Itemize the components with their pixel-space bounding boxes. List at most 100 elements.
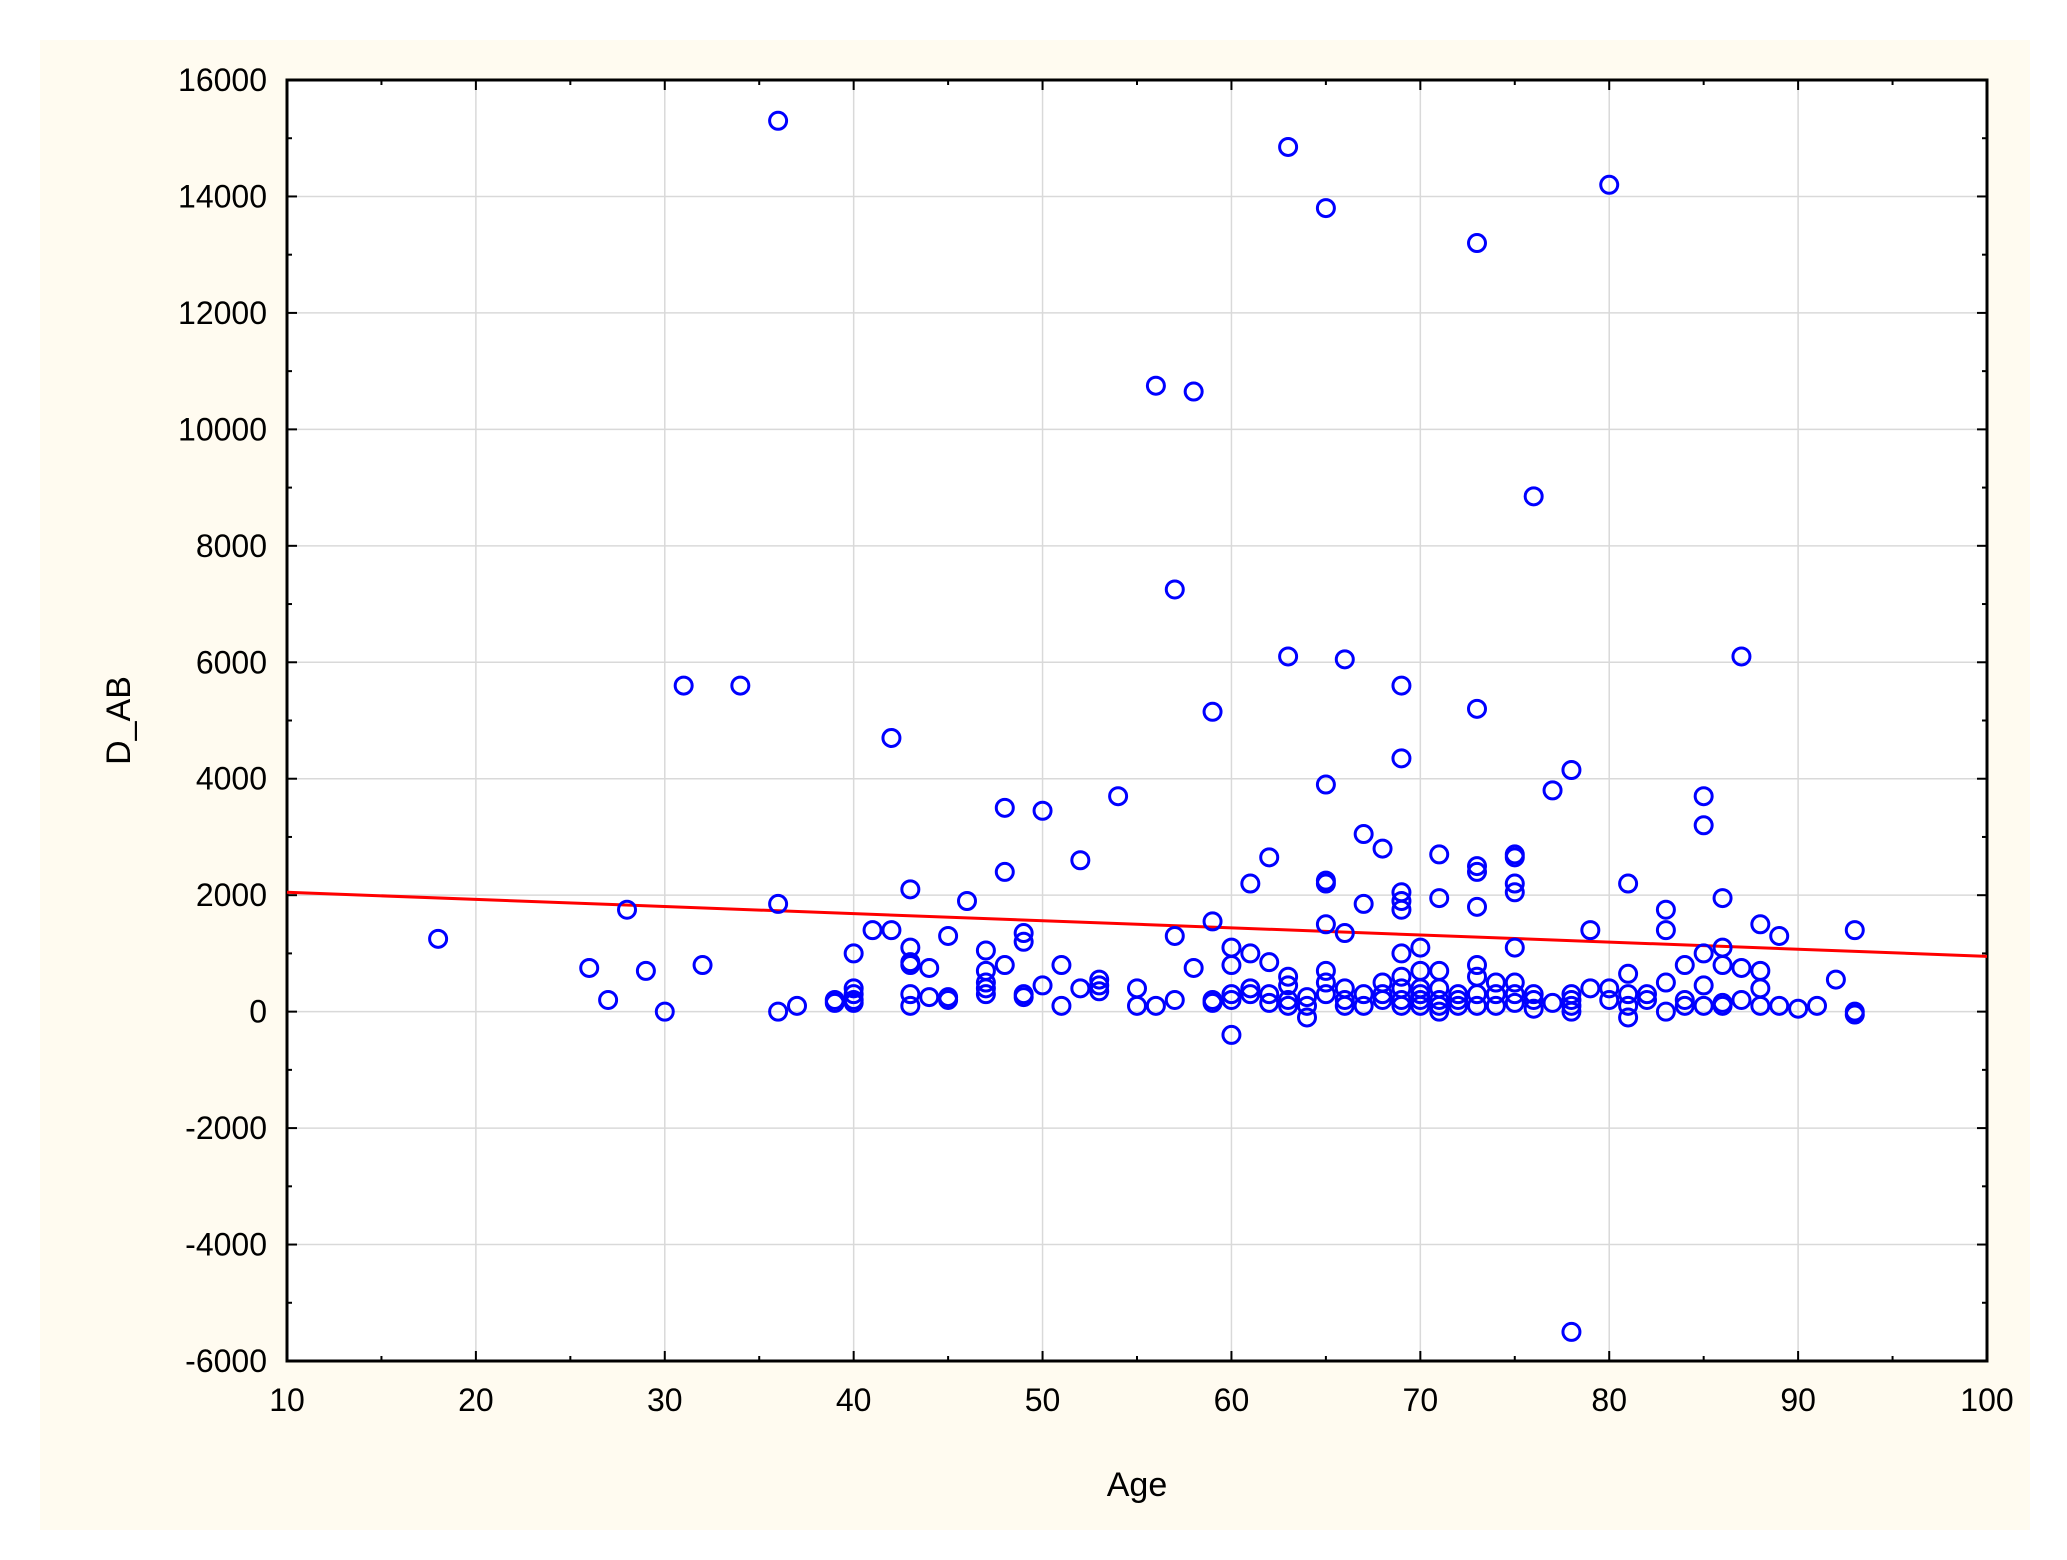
- data-point: [1618, 1007, 1639, 1028]
- data-point: [1334, 923, 1355, 944]
- data-point: [1013, 987, 1034, 1008]
- data-point: [1561, 995, 1582, 1016]
- data-point: [1429, 844, 1450, 865]
- data-point: [730, 675, 751, 696]
- data-point: [768, 110, 789, 131]
- data-point: [1618, 984, 1639, 1005]
- data-point: [1334, 989, 1355, 1010]
- data-point: [1731, 646, 1752, 667]
- x-tick-label: 100: [1960, 1382, 2013, 1418]
- data-point: [1467, 861, 1487, 882]
- data-point: [1523, 486, 1544, 507]
- y-tick-label: -4000: [185, 1227, 267, 1263]
- data-point: [1315, 873, 1336, 894]
- data-point: [824, 989, 845, 1010]
- data-point: [1504, 847, 1525, 868]
- data-point: [1391, 891, 1412, 912]
- data-point: [1825, 969, 1846, 990]
- data-point: [843, 989, 864, 1010]
- data-point: [428, 928, 449, 949]
- data-point: [1221, 989, 1242, 1010]
- data-point: [1353, 824, 1374, 845]
- data-point: [1485, 984, 1506, 1005]
- data-point: [994, 797, 1015, 818]
- data-point: [1051, 995, 1072, 1016]
- data-point: [1372, 984, 1393, 1005]
- data-point: [1655, 1001, 1676, 1022]
- data-point: [1334, 649, 1355, 670]
- data-point: [1788, 998, 1809, 1019]
- data-point: [938, 989, 959, 1010]
- data-point: [1561, 1321, 1582, 1342]
- data-point: [1844, 1004, 1865, 1025]
- y-tick-label: 0: [249, 994, 267, 1030]
- y-tick-label: 16000: [178, 62, 267, 98]
- x-tick-label: 20: [458, 1382, 494, 1418]
- data-point: [692, 955, 713, 976]
- data-point: [1429, 989, 1450, 1010]
- data-point: [1693, 995, 1714, 1016]
- x-tick-label: 80: [1591, 1382, 1627, 1418]
- data-point: [1467, 896, 1487, 917]
- data-point: [1164, 579, 1185, 600]
- data-point: [1278, 995, 1299, 1016]
- data-point: [1145, 995, 1166, 1016]
- data-point: [1315, 984, 1336, 1005]
- data-point: [1127, 995, 1147, 1016]
- data-point: [1089, 969, 1110, 990]
- data-point: [1712, 955, 1733, 976]
- data-point: [1070, 978, 1091, 999]
- data-point: [598, 989, 619, 1010]
- data-point: [1221, 984, 1242, 1005]
- data-point: [1807, 995, 1827, 1016]
- data-point: [1448, 984, 1469, 1005]
- data-point: [1391, 899, 1412, 920]
- data-point: [1429, 888, 1450, 909]
- data-point: [1391, 675, 1412, 696]
- y-tick-label: -6000: [185, 1343, 267, 1379]
- data-point: [975, 940, 996, 961]
- data-point: [1278, 646, 1299, 667]
- y-tick-label: 4000: [196, 761, 267, 797]
- y-tick-label: -2000: [185, 1110, 267, 1146]
- data-point: [843, 978, 864, 999]
- y-tick-label: 8000: [196, 528, 267, 564]
- data-point: [768, 1001, 789, 1022]
- data-point: [1542, 780, 1563, 801]
- data-point: [1240, 978, 1261, 999]
- data-point: [900, 984, 921, 1005]
- data-point: [1164, 989, 1185, 1010]
- data-point: [900, 995, 921, 1016]
- data-point: [843, 943, 864, 964]
- data-point: [1089, 975, 1110, 996]
- data-point: [1353, 995, 1374, 1016]
- data-point: [1448, 995, 1469, 1016]
- data-point: [1599, 989, 1620, 1010]
- data-point: [1750, 914, 1771, 935]
- data-point: [1655, 920, 1676, 941]
- data-point: [975, 978, 996, 999]
- data-point: [1278, 966, 1299, 987]
- data-point: [1599, 174, 1620, 195]
- data-point: [900, 955, 921, 976]
- data-point: [1315, 960, 1336, 981]
- data-point: [1297, 987, 1317, 1008]
- data-point: [1693, 975, 1714, 996]
- data-point: [919, 957, 940, 978]
- data-point: [579, 957, 600, 978]
- data-point: [1391, 943, 1412, 964]
- data-point: [1391, 748, 1412, 769]
- data-point: [1693, 943, 1714, 964]
- data-point: [1240, 943, 1261, 964]
- data-point: [1013, 931, 1034, 952]
- y-tick-label: 14000: [178, 178, 267, 214]
- data-point: [1353, 893, 1374, 914]
- y-tick-label: 2000: [196, 877, 267, 913]
- data-point: [787, 995, 807, 1016]
- data-point: [1467, 984, 1487, 1005]
- data-point: [1731, 957, 1752, 978]
- data-point: [1580, 978, 1601, 999]
- data-point: [1240, 873, 1261, 894]
- data-point: [1561, 1001, 1582, 1022]
- data-point: [843, 984, 864, 1005]
